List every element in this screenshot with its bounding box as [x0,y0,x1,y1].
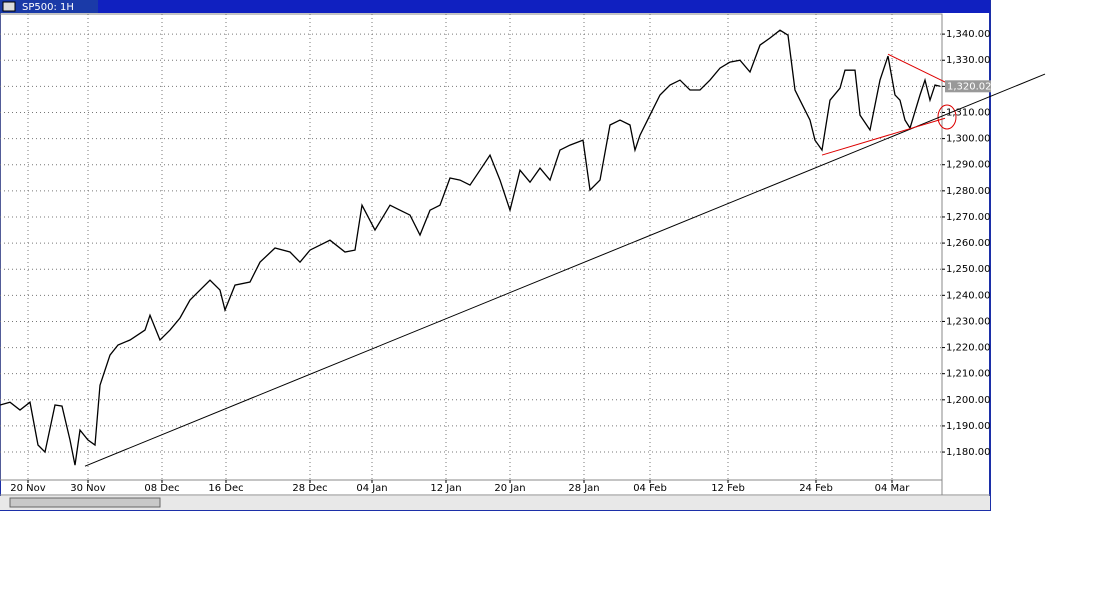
x-tick-label: 04 Jan [356,483,387,494]
scrollbar-thumb[interactable] [9,497,161,508]
x-tick-label: 28 Dec [292,483,327,494]
x-tick-label: 04 Mar [875,483,911,494]
trend-line [84,73,1046,467]
price-line [0,29,941,466]
x-tick-label: 16 Dec [208,483,243,494]
x-tick-label: 20 Nov [10,483,46,494]
y-tick-label: 1,340.00 [946,29,991,40]
y-tick-label: 1,270.00 [946,212,991,223]
y-tick-label: 1,210.00 [946,369,991,380]
x-tick-label: 12 Jan [430,483,461,494]
y-tick-label: 1,250.00 [946,264,991,275]
x-tick-label: 04 Feb [633,483,667,494]
y-tick-label: 1,290.00 [946,160,991,171]
chart-window [0,0,991,511]
x-tick-label: 24 Feb [799,483,833,494]
y-tick-label: 1,300.00 [946,134,991,145]
x-tick-label: 30 Nov [70,483,106,494]
title-bar [0,0,990,13]
chart-title: SP500: 1H [22,2,74,13]
title-tab[interactable] [0,0,98,13]
x-tick-label: 20 Jan [494,483,525,494]
last-price-box [945,80,991,93]
x-tick-label: 08 Dec [144,483,179,494]
x-tick-label: 12 Feb [711,483,745,494]
y-tick-label: 1,230.00 [946,316,991,327]
x-tick-label: 28 Jan [568,483,599,494]
y-tick-label: 1,310.00 [946,107,991,118]
y-tick-label: 1,220.00 [946,343,991,354]
y-tick-label: 1,280.00 [946,186,991,197]
scrollbar-track[interactable] [0,496,990,510]
window-icon[interactable] [2,1,16,12]
y-tick-label: 1,180.00 [946,447,991,458]
y-tick-label: 1,260.00 [946,238,991,249]
y-tick-label: 1,240.00 [946,290,991,301]
y-tick-label: 1,330.00 [946,55,991,66]
last-price-label: 1,320.02 [947,81,992,92]
y-tick-label: 1,200.00 [946,395,991,406]
highlight-circle [937,104,957,130]
y-tick-label: 1,190.00 [946,421,991,432]
trend-line [821,117,946,156]
